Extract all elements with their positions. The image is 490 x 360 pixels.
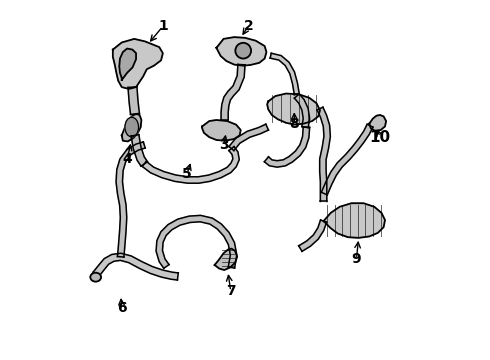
Polygon shape	[323, 203, 385, 238]
Polygon shape	[113, 39, 163, 89]
Text: 3: 3	[219, 138, 228, 152]
Polygon shape	[265, 127, 310, 167]
Polygon shape	[299, 220, 327, 251]
Polygon shape	[119, 49, 136, 80]
Circle shape	[235, 43, 251, 59]
Polygon shape	[131, 135, 147, 166]
Text: 10: 10	[369, 130, 391, 145]
Polygon shape	[122, 114, 142, 141]
Ellipse shape	[125, 117, 139, 137]
Polygon shape	[321, 124, 373, 195]
Text: 7: 7	[226, 284, 236, 298]
Polygon shape	[294, 94, 310, 128]
Polygon shape	[267, 94, 320, 125]
Polygon shape	[215, 249, 237, 270]
Text: 9: 9	[352, 252, 361, 266]
Polygon shape	[156, 215, 237, 268]
Text: 6: 6	[117, 301, 126, 315]
Polygon shape	[142, 147, 239, 183]
Polygon shape	[369, 115, 386, 131]
Polygon shape	[317, 107, 330, 202]
Text: 2: 2	[244, 19, 253, 33]
Polygon shape	[217, 37, 267, 66]
Text: 1: 1	[158, 19, 168, 33]
Ellipse shape	[90, 273, 101, 282]
Polygon shape	[221, 64, 245, 120]
Polygon shape	[229, 124, 269, 150]
Polygon shape	[202, 120, 241, 141]
Polygon shape	[116, 142, 145, 257]
Polygon shape	[93, 253, 178, 280]
Text: 4: 4	[122, 152, 132, 166]
Text: 5: 5	[182, 167, 192, 181]
Polygon shape	[270, 53, 299, 95]
Text: 8: 8	[290, 117, 299, 131]
Polygon shape	[128, 87, 140, 114]
